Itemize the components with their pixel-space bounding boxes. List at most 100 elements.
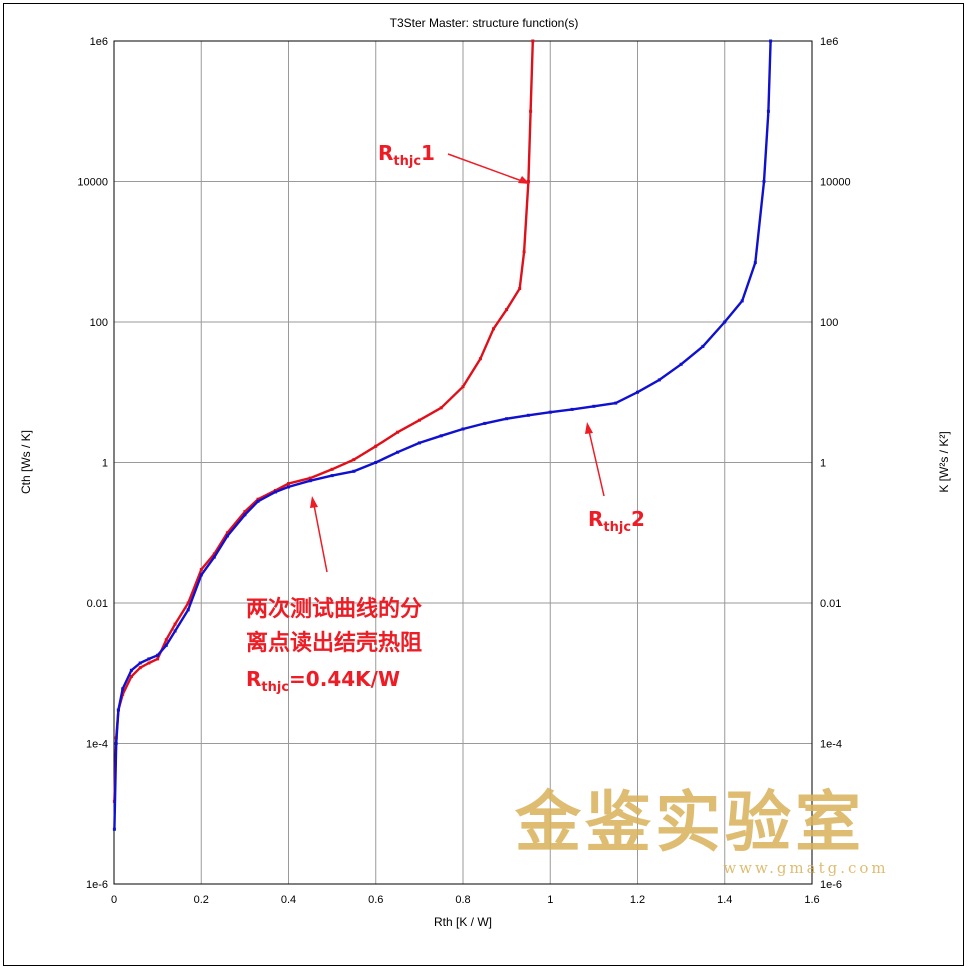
- y2-tick-label: 100: [820, 317, 838, 329]
- y2-tick-label: 0.01: [820, 598, 841, 610]
- watermark-logo-text: 金鉴实验室: [514, 783, 865, 861]
- series-point-rthjc1: [374, 444, 378, 448]
- y-tick-label: 1e-6: [86, 879, 108, 891]
- svg-text:Rthjc=0.44K/W: Rthjc=0.44K/W: [246, 667, 400, 695]
- series-point-rthjc2: [461, 427, 465, 431]
- annotation-rthjc2-main: R: [588, 507, 603, 531]
- series-point-rthjc2: [723, 320, 727, 324]
- watermark-url: www.gmatg.com: [723, 859, 888, 877]
- chart-title: T3Ster Master: structure function(s): [390, 16, 579, 30]
- series-point-rthjc1: [212, 552, 216, 556]
- series-point-rthjc2: [287, 485, 290, 489]
- annotation-text-main: R: [246, 667, 261, 691]
- series-point-rthjc1: [522, 250, 526, 254]
- series-point-rthjc1: [147, 661, 151, 665]
- annotation-rthjc2-sub: thjc: [603, 520, 631, 535]
- series-layer: [112, 39, 773, 831]
- series-point-rthjc1: [129, 675, 133, 678]
- annotation-rthjc2: Rthjc2: [585, 422, 645, 535]
- series-point-rthjc2: [199, 573, 203, 577]
- series-point-rthjc2: [548, 410, 552, 414]
- series-point-rthjc2: [657, 378, 661, 382]
- series-point-rthjc2: [505, 417, 509, 421]
- series-point-rthjc1: [173, 622, 177, 626]
- series-point-rthjc2: [526, 413, 530, 417]
- series-point-rthjc1: [526, 180, 530, 183]
- series-point-rthjc2: [273, 490, 277, 494]
- annotation-rthjc1-main: R: [378, 141, 393, 165]
- annotation-rthjc1-sub: thjc: [393, 154, 421, 169]
- series-point-rthjc2: [679, 362, 683, 366]
- series-point-rthjc2: [769, 39, 773, 43]
- annotation-text-line2: 离点读出结壳热阻: [246, 630, 422, 656]
- annotation-separation-point: 两次测试曲线的分 离点读出结壳热阻 Rthjc=0.44K/W: [246, 496, 422, 695]
- plot-area: [113, 40, 813, 885]
- annotation-rthjc2-tail: 2: [631, 507, 645, 531]
- y-tick-labels: 1e-6 1e-4 0.01 1 100 10000 1e6: [77, 36, 108, 891]
- series-point-rthjc2: [439, 434, 443, 438]
- x-tick-label: 0.8: [455, 894, 470, 906]
- y2-tick-labels: 1e-6 1e-4 0.01 1 100 10000 1e6: [820, 36, 851, 891]
- annotation-rthjc1: Rthjc1: [378, 141, 530, 184]
- x-tick-label: 1.2: [630, 894, 645, 906]
- series-point-rthjc2: [129, 668, 133, 672]
- y2-tick-label: 1e-4: [820, 739, 842, 751]
- y2-axis-label: K [W²s / K²]: [937, 431, 951, 492]
- series-point-rthjc2: [156, 653, 160, 657]
- series-point-rthjc2: [147, 657, 151, 661]
- x-tick-label: 1.4: [717, 894, 732, 906]
- y2-tick-label: 1e-6: [820, 879, 842, 891]
- series-point-rthjc2: [212, 555, 216, 559]
- y2-tick-label: 10000: [820, 177, 851, 189]
- series-point-rthjc1: [199, 568, 203, 571]
- annotation-text-tail: =0.44K/W: [289, 667, 400, 691]
- y2-tick-label: 1: [820, 458, 826, 470]
- series-point-rthjc1: [352, 458, 356, 462]
- series-point-rthjc1: [531, 39, 535, 43]
- series-point-rthjc2: [116, 708, 120, 712]
- series-point-rthjc2: [396, 450, 400, 454]
- series-point-rthjc2: [164, 643, 168, 647]
- series-point-rthjc1: [492, 327, 495, 331]
- series-point-rthjc2: [225, 534, 229, 538]
- series-point-rthjc1: [156, 657, 160, 661]
- series-point-rthjc1: [186, 601, 190, 605]
- series-point-rthjc1: [505, 308, 509, 312]
- y-tick-label: 0.01: [87, 598, 108, 610]
- series-point-rthjc2: [121, 687, 125, 691]
- series-point-rthjc1: [439, 406, 443, 410]
- series-point-rthjc2: [570, 407, 574, 411]
- series-point-rthjc1: [256, 497, 260, 501]
- series-point-rthjc2: [740, 299, 744, 303]
- y-tick-label: 10000: [77, 177, 108, 189]
- series-point-rthjc2: [766, 109, 770, 113]
- series-point-rthjc2: [636, 390, 639, 394]
- series-point-rthjc2: [243, 513, 247, 517]
- series-point-rthjc2: [753, 261, 757, 265]
- y-tick-label: 1e-4: [86, 739, 108, 751]
- svg-text:Rthjc1: Rthjc1: [378, 141, 435, 169]
- y-tick-label: 1: [102, 458, 108, 470]
- series-point-rthjc2: [308, 479, 312, 483]
- series-point-rthjc1: [243, 510, 247, 514]
- y2-tick-label: 1e6: [820, 36, 838, 48]
- x-tick-label: 1: [547, 894, 553, 906]
- series-point-rthjc1: [478, 357, 482, 361]
- series-point-rthjc1: [396, 430, 400, 434]
- series-point-rthjc1: [330, 467, 334, 471]
- series-point-rthjc1: [461, 385, 465, 389]
- annotation-text-line1: 两次测试曲线的分: [246, 596, 422, 622]
- series-point-rthjc2: [483, 421, 487, 425]
- annotation-text-sub: thjc: [261, 680, 289, 695]
- annotation-rthjc1-tail: 1: [421, 141, 435, 165]
- svg-text:Rthjc2: Rthjc2: [588, 507, 645, 535]
- y-tick-label: 100: [90, 317, 108, 329]
- series-point-rthjc1: [308, 476, 312, 480]
- series-point-rthjc1: [529, 109, 533, 113]
- series-point-rthjc2: [173, 629, 177, 633]
- x-axis-label: Rth [K / W]: [434, 915, 492, 929]
- series-point-rthjc1: [225, 531, 229, 535]
- x-tick-label: 0.6: [368, 894, 383, 906]
- x-tick-label: 0.4: [281, 894, 296, 906]
